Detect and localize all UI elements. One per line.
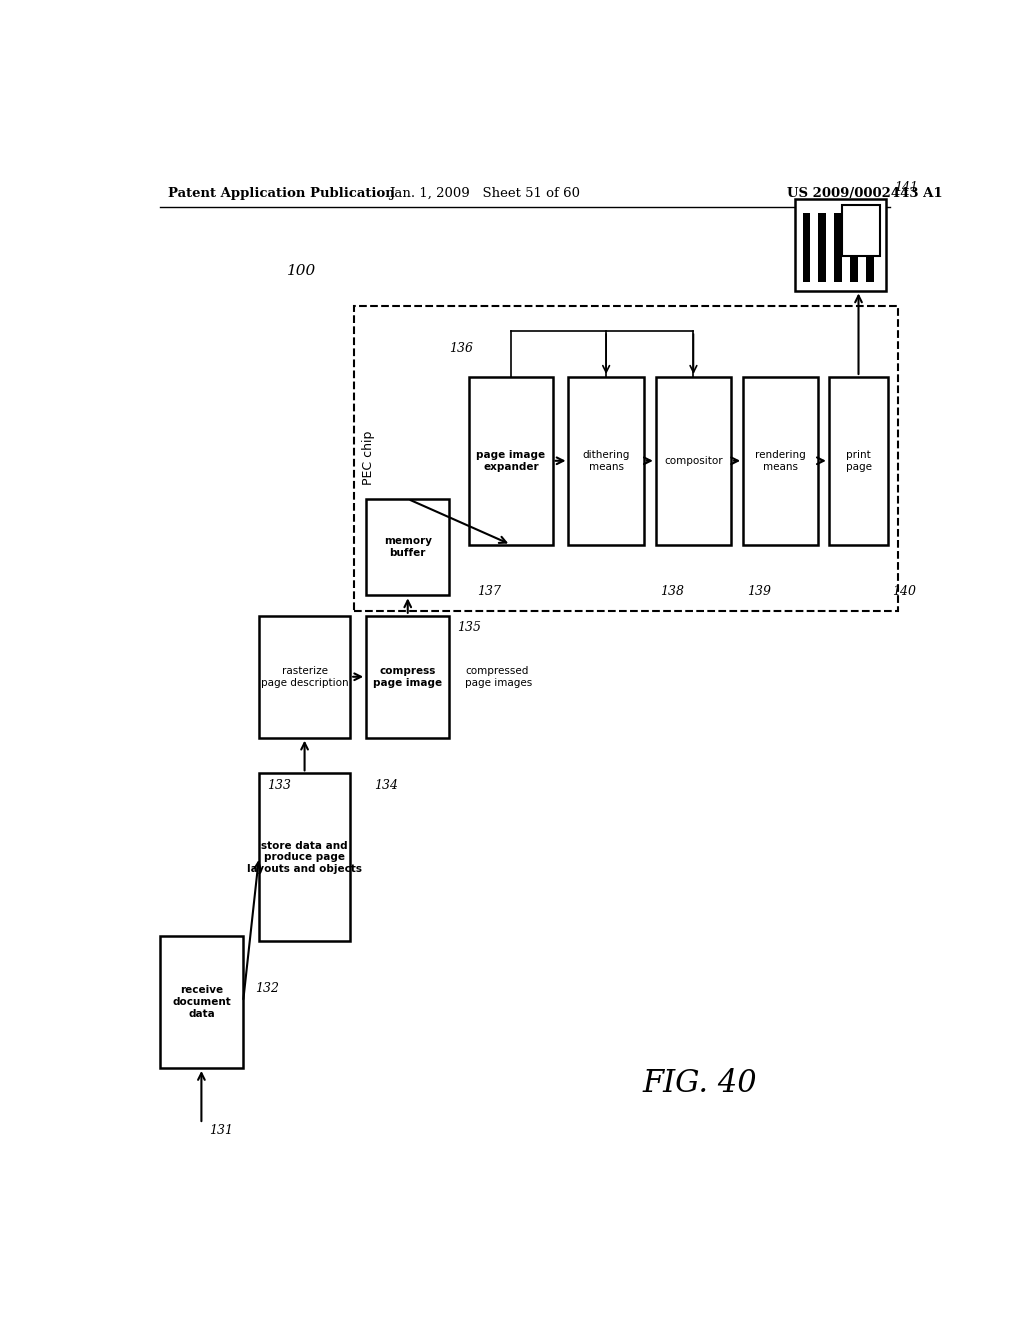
Text: 140: 140 bbox=[892, 586, 916, 598]
Bar bbox=[469, 378, 553, 545]
Text: compress
page image: compress page image bbox=[373, 667, 442, 688]
Text: PEC chip: PEC chip bbox=[361, 432, 375, 486]
Text: 134: 134 bbox=[374, 779, 398, 792]
Text: 139: 139 bbox=[748, 586, 771, 598]
Bar bbox=[160, 936, 243, 1068]
Bar bbox=[743, 378, 818, 545]
Text: rasterize
page description: rasterize page description bbox=[261, 667, 348, 688]
Text: rendering
means: rendering means bbox=[756, 450, 806, 471]
Text: Patent Application Publication: Patent Application Publication bbox=[168, 187, 394, 201]
Text: 136: 136 bbox=[450, 342, 473, 355]
Bar bbox=[259, 615, 350, 738]
Text: store data and
produce page
layouts and objects: store data and produce page layouts and … bbox=[247, 841, 362, 874]
Text: 132: 132 bbox=[255, 982, 279, 995]
Text: 100: 100 bbox=[287, 264, 316, 279]
Bar bbox=[803, 214, 811, 282]
Text: 131: 131 bbox=[209, 1125, 233, 1137]
Text: dithering
means: dithering means bbox=[583, 450, 630, 471]
Text: memory
buffer: memory buffer bbox=[384, 536, 432, 558]
Text: 133: 133 bbox=[267, 779, 291, 792]
Bar bbox=[367, 499, 450, 595]
Bar bbox=[354, 306, 898, 611]
Text: compositor: compositor bbox=[665, 455, 723, 466]
Text: 137: 137 bbox=[477, 586, 501, 598]
Text: FIG. 40: FIG. 40 bbox=[642, 1068, 757, 1098]
Text: receive
document
data: receive document data bbox=[172, 986, 230, 1019]
Text: compressed
page images: compressed page images bbox=[465, 667, 532, 688]
Text: Jan. 1, 2009   Sheet 51 of 60: Jan. 1, 2009 Sheet 51 of 60 bbox=[389, 187, 581, 201]
Text: 138: 138 bbox=[659, 586, 684, 598]
Text: print
page: print page bbox=[846, 450, 871, 471]
Bar bbox=[259, 774, 350, 941]
Bar bbox=[655, 378, 731, 545]
Bar bbox=[568, 378, 644, 545]
Bar bbox=[850, 214, 858, 282]
Bar bbox=[795, 199, 886, 290]
Bar bbox=[367, 615, 450, 738]
Bar bbox=[842, 206, 881, 256]
Text: page image
expander: page image expander bbox=[476, 450, 546, 471]
Text: 141: 141 bbox=[894, 181, 918, 194]
Bar bbox=[866, 214, 874, 282]
Text: 135: 135 bbox=[458, 620, 481, 634]
Bar bbox=[828, 378, 888, 545]
Bar bbox=[818, 214, 826, 282]
Bar bbox=[835, 214, 843, 282]
Text: US 2009/0002443 A1: US 2009/0002443 A1 bbox=[786, 187, 942, 201]
